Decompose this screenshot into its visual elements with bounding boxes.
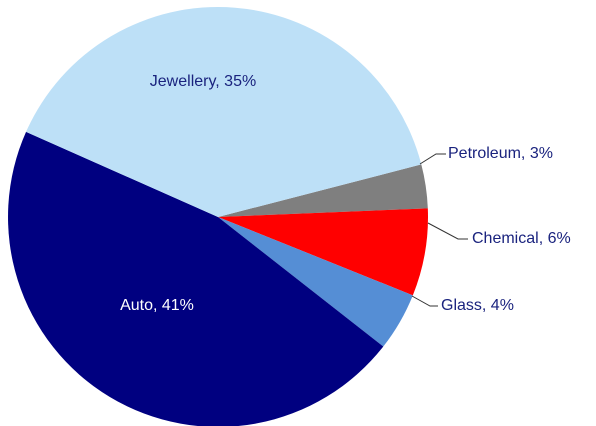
pie-slice-auto (8, 131, 384, 426)
data-label-chemical: Chemical, 6% (472, 230, 571, 247)
data-labels-layer: Petroleum, 3% Chemical, 6% Glass, 4% Auto, … (120, 73, 571, 314)
data-label-glass: Glass, 4% (441, 297, 514, 314)
leader-line-chemical (427, 222, 468, 240)
data-label-jewellery: Jewellery, 35% (150, 73, 256, 90)
leader-line-glass (411, 295, 438, 307)
pie-slice-glass (218, 217, 413, 347)
leader-line-petroleum (419, 153, 446, 165)
data-label-auto: Auto, 41% (120, 297, 194, 314)
pie-slice-jewellery (26, 7, 422, 218)
pie-slice-chemical (218, 208, 428, 296)
slices-layer (8, 7, 428, 426)
data-label-petroleum: Petroleum, 3% (448, 145, 553, 162)
leader-lines-layer (411, 153, 468, 307)
pie-slice-petroleum (218, 164, 428, 217)
